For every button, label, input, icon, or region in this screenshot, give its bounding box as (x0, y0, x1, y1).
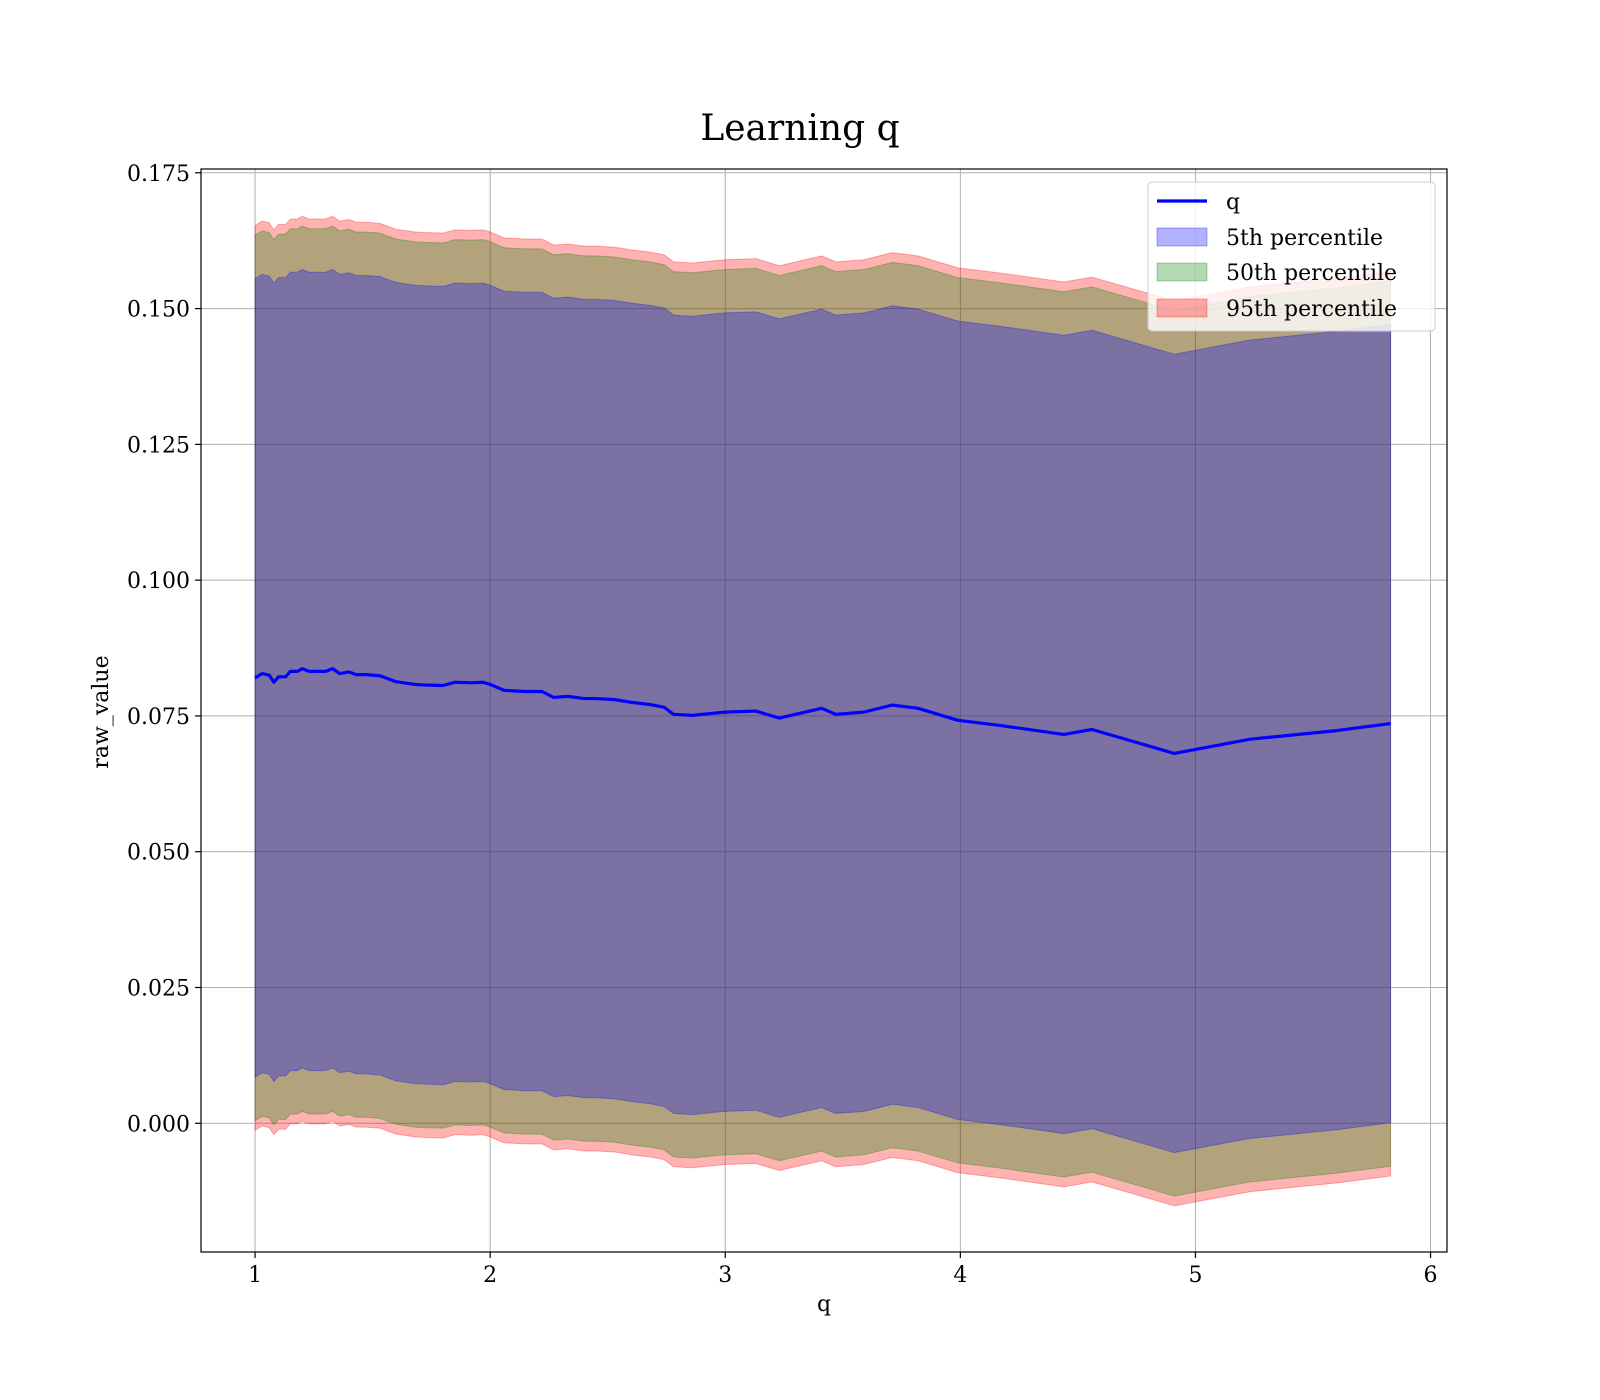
y-tick-label: 0.050 (127, 841, 190, 866)
x-axis-label: q (817, 1292, 831, 1317)
legend-label: 5th percentile (1226, 226, 1383, 251)
legend-swatch (1156, 298, 1208, 318)
band-5th-percentile (254, 268, 1392, 1154)
series-line-q (254, 667, 1391, 756)
y-axis-ticks: 0.000 0.025 0.050 0.075 0.100 0.125 0.150 0.175 (127, 162, 201, 1137)
y-axis-label: raw_value (89, 655, 114, 768)
grid (201, 169, 1447, 1252)
legend-label: 50th percentile (1226, 261, 1397, 286)
x-tick-label: 3 (718, 1263, 732, 1288)
series-lines (254, 667, 1391, 756)
x-tick-label: 5 (1188, 1263, 1202, 1288)
band-50th-percentile (254, 225, 1392, 1197)
chart-title: Learning q (700, 108, 899, 149)
legend-label: 95th percentile (1226, 297, 1397, 322)
y-tick-label: 0.175 (127, 162, 190, 187)
y-tick-label: 0.000 (127, 1112, 190, 1137)
plot-frame (200, 168, 1448, 1253)
legend-swatch (1156, 262, 1208, 282)
x-tick-label: 2 (483, 1263, 497, 1288)
x-axis-ticks: 1 2 3 4 5 6 (248, 1252, 1438, 1288)
legend: q 5th percentile 50th percentile 95th perce… (1147, 181, 1436, 332)
y-tick-label: 0.100 (127, 569, 190, 594)
percentile-bands (254, 215, 1392, 1207)
y-tick-label: 0.150 (127, 298, 190, 323)
legend-label: q (1226, 190, 1240, 215)
y-tick-label: 0.075 (127, 705, 190, 730)
y-tick-label: 0.125 (127, 433, 190, 458)
x-tick-label: 1 (248, 1263, 262, 1288)
y-tick-label: 0.025 (127, 976, 190, 1001)
x-tick-label: 6 (1424, 1263, 1438, 1288)
legend-box (1147, 181, 1436, 332)
x-tick-label: 4 (953, 1263, 967, 1288)
band-95th-percentile (254, 215, 1392, 1207)
legend-swatch (1156, 227, 1208, 247)
